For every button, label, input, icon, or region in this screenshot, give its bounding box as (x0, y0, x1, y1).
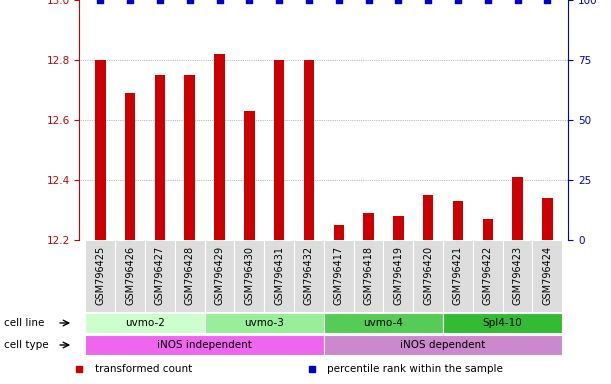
Text: cell type: cell type (4, 340, 49, 350)
Text: uvmo-3: uvmo-3 (244, 318, 284, 328)
Text: GSM796419: GSM796419 (393, 246, 403, 305)
Text: GSM796428: GSM796428 (185, 246, 195, 305)
Point (483, 0, 492, 3)
Text: percentile rank within the sample: percentile rank within the sample (327, 364, 503, 374)
Bar (115, 240, 145, 312)
Bar (324, 335, 562, 355)
Bar (393, 216, 403, 240)
Bar (542, 198, 552, 240)
Bar (423, 195, 433, 240)
Bar (145, 240, 175, 312)
Text: GSM796417: GSM796417 (334, 246, 344, 305)
Text: cell line: cell line (4, 318, 45, 328)
Bar (86, 313, 205, 333)
Text: GSM796421: GSM796421 (453, 246, 463, 305)
Point (125, 0, 135, 3)
Bar (294, 240, 324, 312)
Bar (205, 240, 235, 312)
Bar (473, 240, 503, 312)
Text: transformed count: transformed count (95, 364, 192, 374)
Point (214, 0, 224, 3)
Bar (413, 240, 443, 312)
Bar (364, 213, 374, 240)
Point (453, 0, 463, 3)
Bar (235, 240, 264, 312)
Bar (185, 75, 195, 240)
Text: GSM796432: GSM796432 (304, 246, 314, 305)
Text: GSM796422: GSM796422 (483, 246, 492, 305)
Bar (304, 60, 314, 240)
Bar (214, 54, 225, 240)
Bar (274, 60, 284, 240)
Text: GSM796429: GSM796429 (214, 246, 224, 305)
Text: iNOS independent: iNOS independent (157, 340, 252, 350)
Bar (443, 240, 473, 312)
Bar (453, 201, 463, 240)
Point (185, 0, 194, 3)
Text: uvmo-4: uvmo-4 (364, 318, 403, 328)
Bar (354, 240, 384, 312)
Bar (86, 240, 115, 312)
Point (155, 0, 165, 3)
Bar (125, 93, 135, 240)
Bar (532, 240, 562, 312)
Point (393, 0, 403, 3)
Bar (324, 313, 443, 333)
Bar (264, 240, 294, 312)
Bar (513, 177, 523, 240)
Point (423, 0, 433, 3)
Bar (384, 240, 413, 312)
Point (95, 0, 105, 3)
Point (543, 0, 552, 3)
Bar (324, 240, 354, 312)
Point (274, 0, 284, 3)
Text: GSM796430: GSM796430 (244, 246, 254, 305)
Text: GSM796418: GSM796418 (364, 246, 373, 305)
Text: uvmo-2: uvmo-2 (125, 318, 165, 328)
Bar (503, 240, 532, 312)
Bar (483, 219, 493, 240)
Point (364, 0, 373, 3)
Text: Spl4-10: Spl4-10 (483, 318, 522, 328)
Bar (334, 225, 344, 240)
Bar (175, 240, 205, 312)
Point (513, 0, 522, 3)
Bar (244, 111, 255, 240)
Text: GSM796426: GSM796426 (125, 246, 135, 305)
Bar (443, 313, 562, 333)
Bar (205, 313, 324, 333)
Text: GSM796427: GSM796427 (155, 246, 165, 305)
Text: GSM796424: GSM796424 (543, 246, 552, 305)
Bar (155, 75, 165, 240)
Bar (86, 335, 324, 355)
Text: GSM796425: GSM796425 (95, 246, 105, 305)
Point (304, 0, 314, 3)
Text: iNOS dependent: iNOS dependent (400, 340, 486, 350)
Text: GSM796431: GSM796431 (274, 246, 284, 305)
Bar (95, 60, 106, 240)
Point (334, 0, 343, 3)
Point (244, 0, 254, 3)
Text: GSM796423: GSM796423 (513, 246, 522, 305)
Text: GSM796420: GSM796420 (423, 246, 433, 305)
